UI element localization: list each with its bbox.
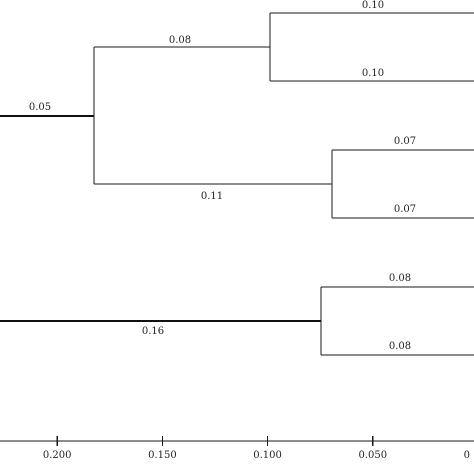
branch-length-labels: 0.10 0.10 0.08 0.07 0.07 0.11 0.05 0.08 … xyxy=(29,0,416,352)
branch-label-b8: 0.08 xyxy=(389,273,411,284)
branch-label-b6: 0.11 xyxy=(201,191,223,202)
x-tick-label-4: 0 xyxy=(464,450,470,461)
x-tick-label-3: 0.050 xyxy=(358,450,387,461)
branch-label-b1: 0.10 xyxy=(362,0,384,11)
branch-label-b7: 0.05 xyxy=(29,102,51,113)
branch-label-b5: 0.07 xyxy=(394,204,416,215)
x-tick-label-0: 0.200 xyxy=(43,450,72,461)
x-tick-label-2: 0.100 xyxy=(253,450,282,461)
branch-label-b4: 0.07 xyxy=(394,136,416,147)
x-axis: 0.200 0.150 0.100 0.050 0 xyxy=(0,436,474,461)
dendrogram-branches xyxy=(0,12,474,356)
branch-label-b3: 0.08 xyxy=(169,35,191,46)
x-axis-ticks: 0.200 0.150 0.100 0.050 0 xyxy=(43,436,470,461)
branch-label-b2: 0.10 xyxy=(362,68,384,79)
x-tick-label-1: 0.150 xyxy=(148,450,177,461)
branch-label-b9: 0.08 xyxy=(389,341,411,352)
branch-label-b10: 0.16 xyxy=(142,326,164,337)
